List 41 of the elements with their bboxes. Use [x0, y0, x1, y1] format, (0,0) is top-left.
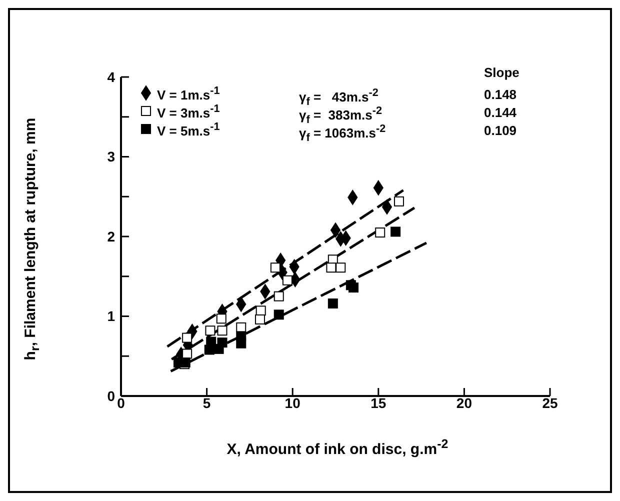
point — [217, 338, 228, 348]
point — [375, 228, 386, 238]
point — [326, 262, 336, 273]
annotation: 0.109 — [484, 123, 517, 138]
annotation: γ$_{f}$ = 383m.s$^{-2}$ — [299, 105, 382, 126]
x-axis-title: X, Amount of ink on disc, g.m$^{-2}$ — [226, 437, 450, 458]
y-tick-label: 2 — [107, 228, 116, 244]
annotation: γ$_{f}$ = 43m.s$^{-2}$ — [299, 87, 378, 108]
annotation: γ$_{f}$ = 1063m.s$^{-2}$ — [299, 123, 386, 144]
y-tick-label: 1 — [107, 308, 116, 324]
point — [274, 310, 284, 320]
x-tick-label: 5 — [202, 394, 211, 411]
x-tick-label: 10 — [284, 394, 301, 411]
point — [270, 262, 280, 273]
point — [256, 306, 266, 316]
point — [282, 275, 292, 286]
point — [394, 196, 404, 206]
x-tick-label: 0 — [117, 394, 126, 411]
annotation: 0.148 — [484, 87, 517, 102]
legend-label: V = 3m.s$^{-1}$ — [157, 103, 220, 120]
y-tick-label: 3 — [107, 148, 116, 165]
point — [328, 298, 338, 308]
point — [254, 314, 265, 324]
x-tick-label: 25 — [542, 394, 558, 411]
y-tick-label: 4 — [107, 68, 116, 85]
annotation: Slope — [484, 65, 520, 80]
legend-label: V = 5m.s$^{-1}$ — [157, 121, 220, 138]
x-tick-label: 15 — [370, 394, 386, 411]
point — [216, 314, 226, 324]
point — [236, 338, 246, 348]
legend-label: V = 1m.s$^{-1}$ — [157, 85, 220, 102]
x-tick-label: 20 — [456, 394, 472, 411]
point — [182, 348, 192, 359]
point — [348, 282, 359, 293]
annotation: 0.144 — [484, 105, 517, 120]
point — [274, 291, 284, 302]
point — [182, 332, 192, 343]
point — [390, 226, 401, 237]
point — [336, 262, 346, 273]
point — [205, 326, 216, 336]
point — [217, 326, 228, 336]
